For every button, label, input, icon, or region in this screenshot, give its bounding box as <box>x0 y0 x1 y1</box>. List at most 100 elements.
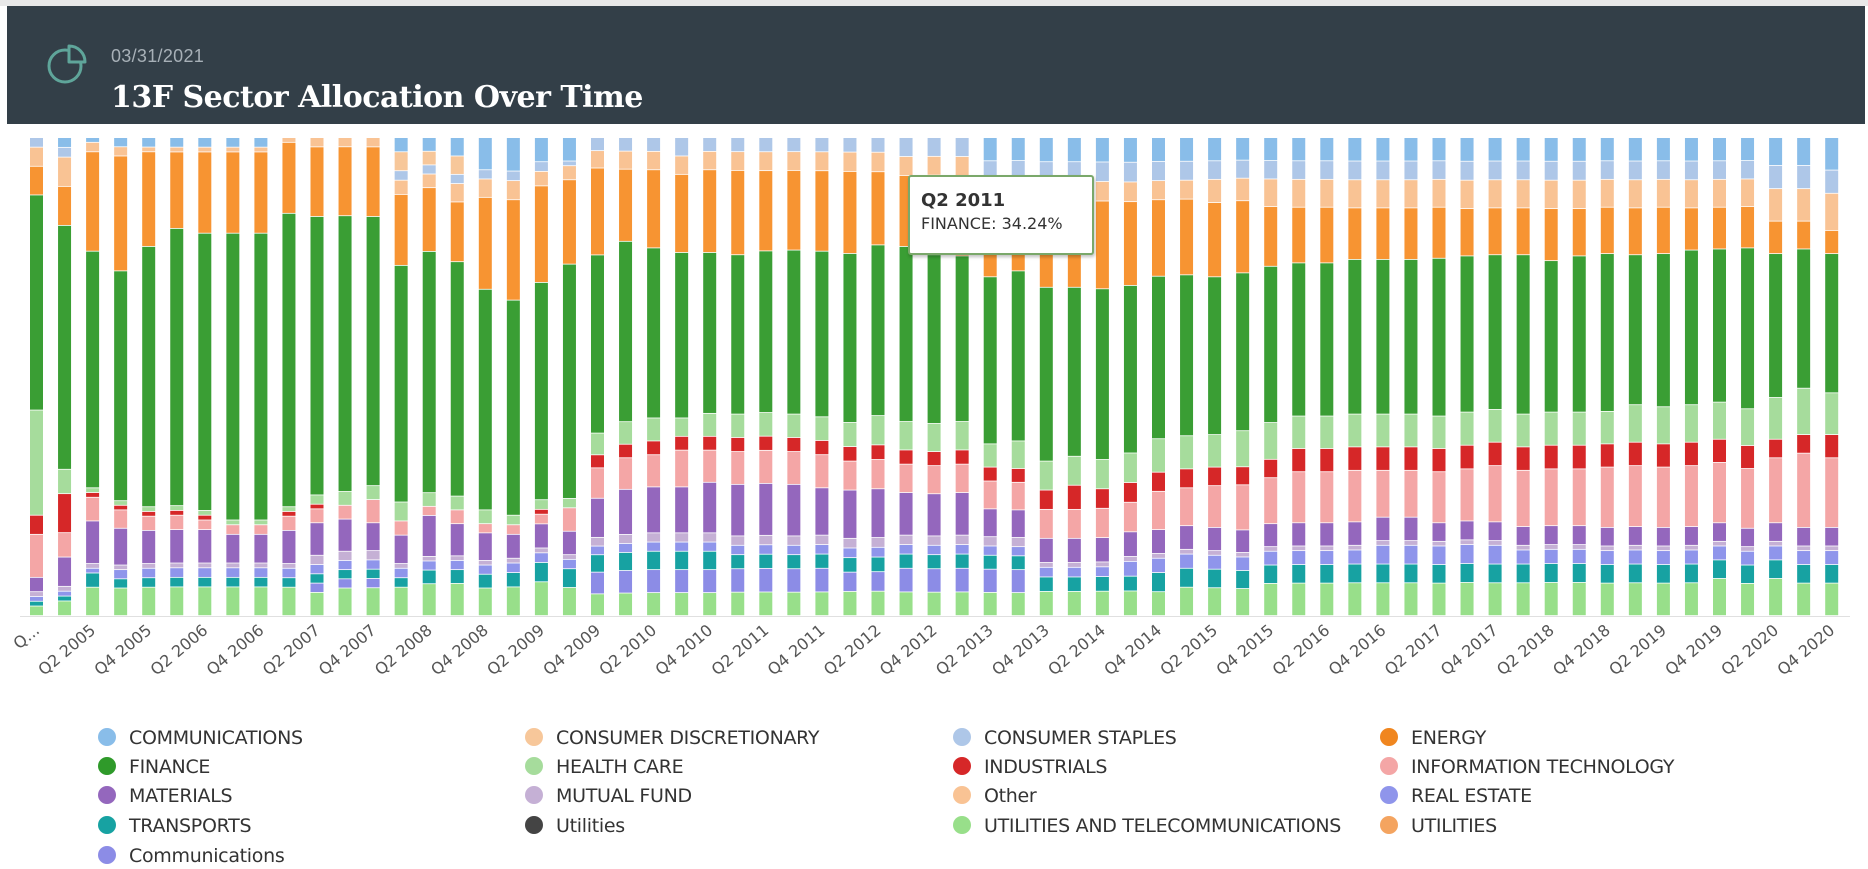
bar-segment-transports-q4-2011[interactable] <box>815 554 829 568</box>
bar-segment-health-care-q3-2016[interactable] <box>1348 414 1362 447</box>
bar-segment-health-care-q3-2011[interactable] <box>787 414 801 438</box>
bar-segment-health-care-q3-2006[interactable] <box>226 520 240 525</box>
bar-segment-consumer-staples-q1-2009[interactable] <box>506 171 520 181</box>
bar-segment-communications-q3-2012[interactable] <box>899 568 913 592</box>
bar-segment-information-technology-q2-2017[interactable] <box>1432 472 1446 523</box>
bar-segment-utilities-and-telecommunications-q3-2018[interactable] <box>1572 582 1586 616</box>
bar-segment-finance-q3-2017[interactable] <box>1460 256 1474 412</box>
bar-segment-information-technology-q2-2007[interactable] <box>310 509 324 523</box>
bar-segment-utilities-and-telecommunications-q4-2019[interactable] <box>1713 578 1726 616</box>
bar-segment-communications-q4-2015[interactable] <box>1264 138 1278 161</box>
bar-segment-utilities-and-telecommunications-q2-2017[interactable] <box>1432 583 1446 616</box>
bar-segment-energy-q1-2006[interactable] <box>170 152 184 229</box>
bar-segment-consumer-staples-q1-2018[interactable] <box>1516 161 1530 180</box>
bar-segment-finance-q1-2006[interactable] <box>170 228 184 506</box>
bar-segment-information-technology-q2-2019[interactable] <box>1656 467 1670 528</box>
bar-segment-materials-q2-2006[interactable] <box>198 529 212 563</box>
bar-segment-information-technology-q2-2020[interactable] <box>1769 458 1783 523</box>
bar-segment-energy-q2-2008[interactable] <box>422 188 436 252</box>
bar-segment-utilities-and-telecommunications-q4-2008[interactable] <box>478 588 492 616</box>
bar-segment-information-technology-q2-2011[interactable] <box>759 450 773 483</box>
bar-segment-finance-q2-2006[interactable] <box>198 233 212 511</box>
bar-segment-mutual-fund-q1-2005[interactable] <box>58 586 72 591</box>
bar-segment-finance-q2-2005[interactable] <box>86 251 100 488</box>
bar-segment-utilities-and-telecommunications-q3-2019[interactable] <box>1684 583 1698 616</box>
bar-segment-communications-q2-2007[interactable] <box>310 583 324 592</box>
bar-segment-real-estate-q1-2009[interactable] <box>506 563 520 573</box>
bar-segment-health-care-q2-2020[interactable] <box>1769 397 1783 439</box>
bar-segment-consumer-staples-q1-2017[interactable] <box>1404 161 1418 180</box>
bar-segment-other-q1-2020[interactable] <box>1741 179 1755 207</box>
bar-segment-health-care-q3-2019[interactable] <box>1684 405 1698 442</box>
bar-segment-transports-q2-2015[interactable] <box>1208 569 1222 588</box>
bar-segment-other-q4-2016[interactable] <box>1376 180 1390 208</box>
bar-segment-real-estate-q3-2011[interactable] <box>787 545 801 555</box>
bar-segment-mutual-fund-q1-2008[interactable] <box>394 563 408 568</box>
bar-segment-materials-q2-2016[interactable] <box>1320 523 1334 546</box>
bar-segment-real-estate-q3-2014[interactable] <box>1123 561 1137 576</box>
bar-segment-information-technology-q4-2012[interactable] <box>927 466 941 494</box>
bar-segment-materials-q4-2019[interactable] <box>1713 523 1726 541</box>
bar-segment-consumer-staples-q3-2011[interactable] <box>787 138 801 152</box>
bar-segment-energy-q1-2019[interactable] <box>1628 208 1642 255</box>
bar-segment-transports-q3-2007[interactable] <box>338 570 352 579</box>
bar-segment-mutual-fund-q2-2019[interactable] <box>1656 546 1670 551</box>
bar-segment-information-technology-q1-2009[interactable] <box>506 525 520 534</box>
bar-segment-materials-q1-2013[interactable] <box>955 492 969 535</box>
bar-segment-consumer-staples-q2-2014[interactable] <box>1095 162 1109 182</box>
bar-segment-materials-q4-2013[interactable] <box>1039 538 1053 563</box>
bar-segment-materials-q2-2011[interactable] <box>759 483 773 535</box>
bar-segment-finance-q1-2015[interactable] <box>1180 275 1194 436</box>
bar-segment-materials-q3-2012[interactable] <box>899 492 913 535</box>
bar-segment-industrials-q1-2017[interactable] <box>1404 447 1418 470</box>
bar-segment-industrials-q1-2015[interactable] <box>1180 469 1194 488</box>
bar-segment-materials-q3-2018[interactable] <box>1572 526 1586 545</box>
bar-segment-mutual-fund-q3-2009[interactable] <box>562 555 576 559</box>
bar-segment-real-estate-q3-2018[interactable] <box>1572 549 1586 564</box>
bar-segment-information-technology-q3-2013[interactable] <box>1011 482 1025 510</box>
bar-segment-health-care-q4-2014[interactable] <box>1152 439 1165 472</box>
bar-segment-real-estate-q1-2010[interactable] <box>619 543 633 553</box>
bar-segment-transports-q4-2007[interactable] <box>366 569 380 579</box>
bar-segment-transports-q3-2012[interactable] <box>899 554 913 568</box>
bar-segment-finance-q1-2012[interactable] <box>843 253 857 423</box>
bar-segment-health-care-q4-2007[interactable] <box>366 486 380 500</box>
bar-segment-transports-q2-2014[interactable] <box>1095 576 1109 591</box>
bar-segment-information-technology-q4-2014[interactable] <box>1152 491 1165 530</box>
bar-segment-other-q4-2012[interactable] <box>927 156 941 175</box>
bar-segment-transports-q3-2009[interactable] <box>562 569 576 588</box>
bar-segment-consumer-staples-q4-2019[interactable] <box>1713 161 1726 179</box>
bar-segment-utilities-and-telecommunications-q4-2007[interactable] <box>366 588 380 616</box>
bar-segment-health-care-q1-2014[interactable] <box>1067 456 1081 485</box>
bar-segment-finance-q2-2011[interactable] <box>759 251 773 413</box>
bar-segment-utilities-and-telecommunications-q1-2012[interactable] <box>843 591 857 616</box>
bar-segment-communications-q3-2013[interactable] <box>1011 138 1025 161</box>
bar-segment-consumer-discretionary-q3-2008[interactable] <box>450 156 464 174</box>
bar-segment-consumer-staples-q1-2011[interactable] <box>731 138 745 152</box>
bar-segment-consumer-staples-q2-2010[interactable] <box>647 138 661 151</box>
bar-segment-health-care-q2-2011[interactable] <box>759 412 773 436</box>
bar-segment-communications-q3-2009[interactable] <box>562 138 576 161</box>
bar-segment-health-care-q4-2018[interactable] <box>1600 411 1614 444</box>
bar-segment-health-care-q2-2015[interactable] <box>1208 435 1222 467</box>
bar-segment-energy-q2-2014[interactable] <box>1095 201 1109 289</box>
bar-segment-real-estate-q4-2008[interactable] <box>478 565 492 574</box>
bar-segment-materials-q2-2005[interactable] <box>86 521 100 564</box>
bar-segment-real-estate-q1-2013[interactable] <box>955 545 969 554</box>
bar-segment-other-q4-2019[interactable] <box>1713 179 1726 207</box>
bar-segment-energy-q1-2008[interactable] <box>394 194 408 265</box>
bar-segment-consumer-staples-q4-2020[interactable] <box>1825 170 1839 193</box>
bar-segment-materials-q4-2010[interactable] <box>703 482 717 533</box>
bar-segment-transports-q2-2006[interactable] <box>198 577 212 587</box>
bar-segment-consumer-staples-q3-2015[interactable] <box>1236 160 1250 178</box>
bar-segment-mutual-fund-q1-2012[interactable] <box>843 538 857 548</box>
bar-segment-energy-q2-2015[interactable] <box>1208 202 1222 277</box>
bar-segment-utilities-and-telecommunications-q3-2009[interactable] <box>562 587 576 616</box>
bar-segment-transports-q1-2014[interactable] <box>1067 577 1081 592</box>
bar-segment-real-estate-q1-2012[interactable] <box>843 548 857 558</box>
bar-segment-communications-q3-2015[interactable] <box>1236 138 1250 160</box>
bar-segment-information-technology-q1-2012[interactable] <box>843 461 857 490</box>
bar-segment-industrials-q3-2010[interactable] <box>675 436 689 450</box>
bar-segment-information-technology-q2-2016[interactable] <box>1320 472 1334 523</box>
bar-segment-communications-q1-2018[interactable] <box>1516 138 1530 161</box>
